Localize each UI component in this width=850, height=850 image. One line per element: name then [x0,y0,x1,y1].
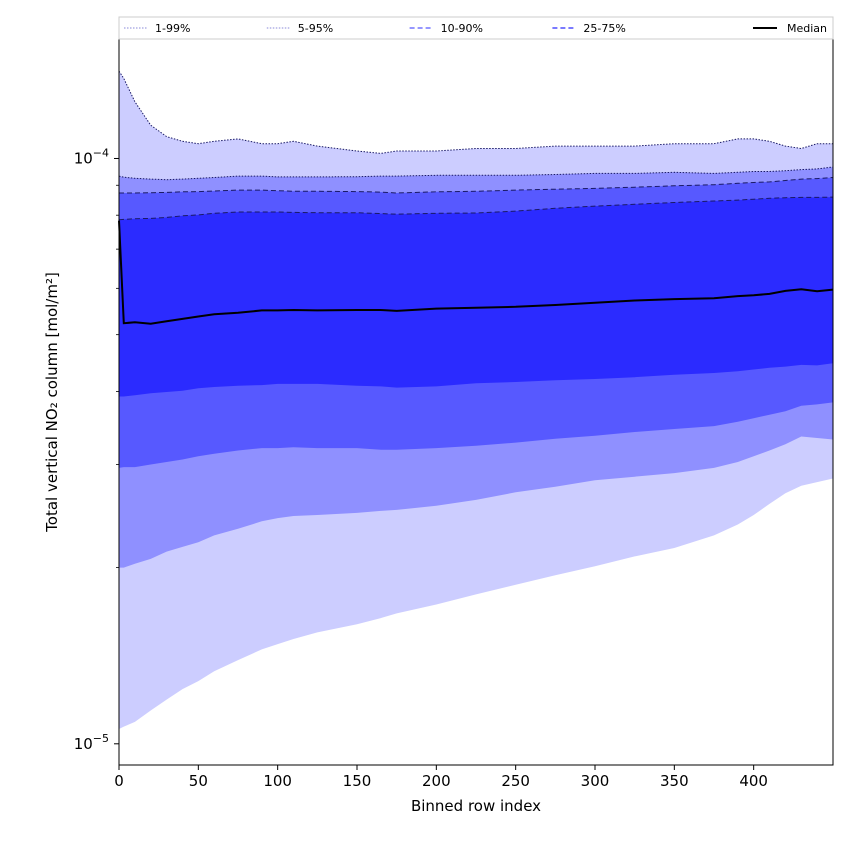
legend-box [118,16,834,40]
band-upper-line-5-95 [118,166,834,181]
legend-label-25-75: 25-75% [583,22,625,35]
x-tick-label: 400 [739,772,768,790]
legend-label-1-99: 1-99% [155,22,190,35]
y-axis-ticks: 10−5 10−4 [74,146,119,753]
x-axis-label: Binned row index [411,797,541,815]
legend-label-5-95: 5-95% [298,22,333,35]
median-line [118,220,834,325]
y-tick-label: 10−4 [74,146,109,167]
x-tick-label: 300 [581,772,610,790]
x-tick-label: 250 [501,772,530,790]
percentile-bands [119,71,833,730]
band-upper-line-25-75 [118,196,834,221]
median-line-group [118,220,834,325]
band-upper-line-1-99 [118,70,833,154]
x-tick-label: 0 [114,772,124,790]
x-tick-label: 350 [660,772,689,790]
x-tick-label: 50 [189,772,208,790]
x-tick-label: 150 [343,772,372,790]
legend-label-median: Median [787,22,827,35]
legend: 1-99% 5-95% 10-90% 25-75% Median [118,16,834,40]
y-axis-label: Total vertical NO₂ column [mol/m²] [43,272,61,533]
band-edge-lines [118,70,834,221]
band-25-75 [119,197,833,397]
x-tick-label: 200 [422,772,451,790]
band-upper-line-10-90 [119,177,834,194]
x-tick-label: 100 [263,772,292,790]
legend-label-10-90: 10-90% [441,22,483,35]
x-axis-ticks: 0 50 100 150 200 250 300 350 400 [114,765,768,790]
y-tick-label: 10−5 [74,732,109,753]
